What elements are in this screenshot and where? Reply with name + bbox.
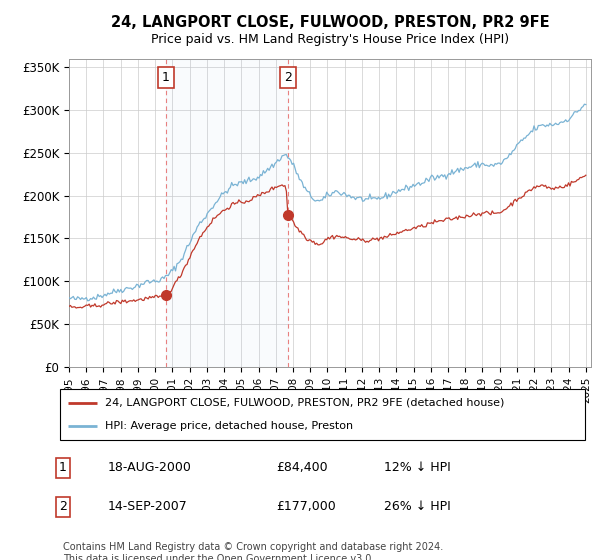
Text: Price paid vs. HM Land Registry's House Price Index (HPI): Price paid vs. HM Land Registry's House … [151,32,509,46]
Bar [166,59,288,367]
Text: 24, LANGPORT CLOSE, FULWOOD, PRESTON, PR2 9FE: 24, LANGPORT CLOSE, FULWOOD, PRESTON, PR… [110,15,550,30]
Text: 24, LANGPORT CLOSE, FULWOOD, PRESTON, PR2 9FE (detached house): 24, LANGPORT CLOSE, FULWOOD, PRESTON, PR… [104,398,504,408]
Text: 1: 1 [59,461,67,474]
Text: 1: 1 [162,71,170,84]
Text: £177,000: £177,000 [276,500,336,514]
Text: 26% ↓ HPI: 26% ↓ HPI [384,500,451,514]
Text: 2: 2 [59,500,67,514]
Text: 12% ↓ HPI: 12% ↓ HPI [384,461,451,474]
Text: £84,400: £84,400 [276,461,328,474]
Text: 18-AUG-2000: 18-AUG-2000 [108,461,192,474]
Text: 14-SEP-2007: 14-SEP-2007 [108,500,188,514]
Text: Contains HM Land Registry data © Crown copyright and database right 2024.
This d: Contains HM Land Registry data © Crown c… [63,542,443,560]
Text: 2: 2 [284,71,292,84]
Text: HPI: Average price, detached house, Preston: HPI: Average price, detached house, Pres… [104,421,353,431]
